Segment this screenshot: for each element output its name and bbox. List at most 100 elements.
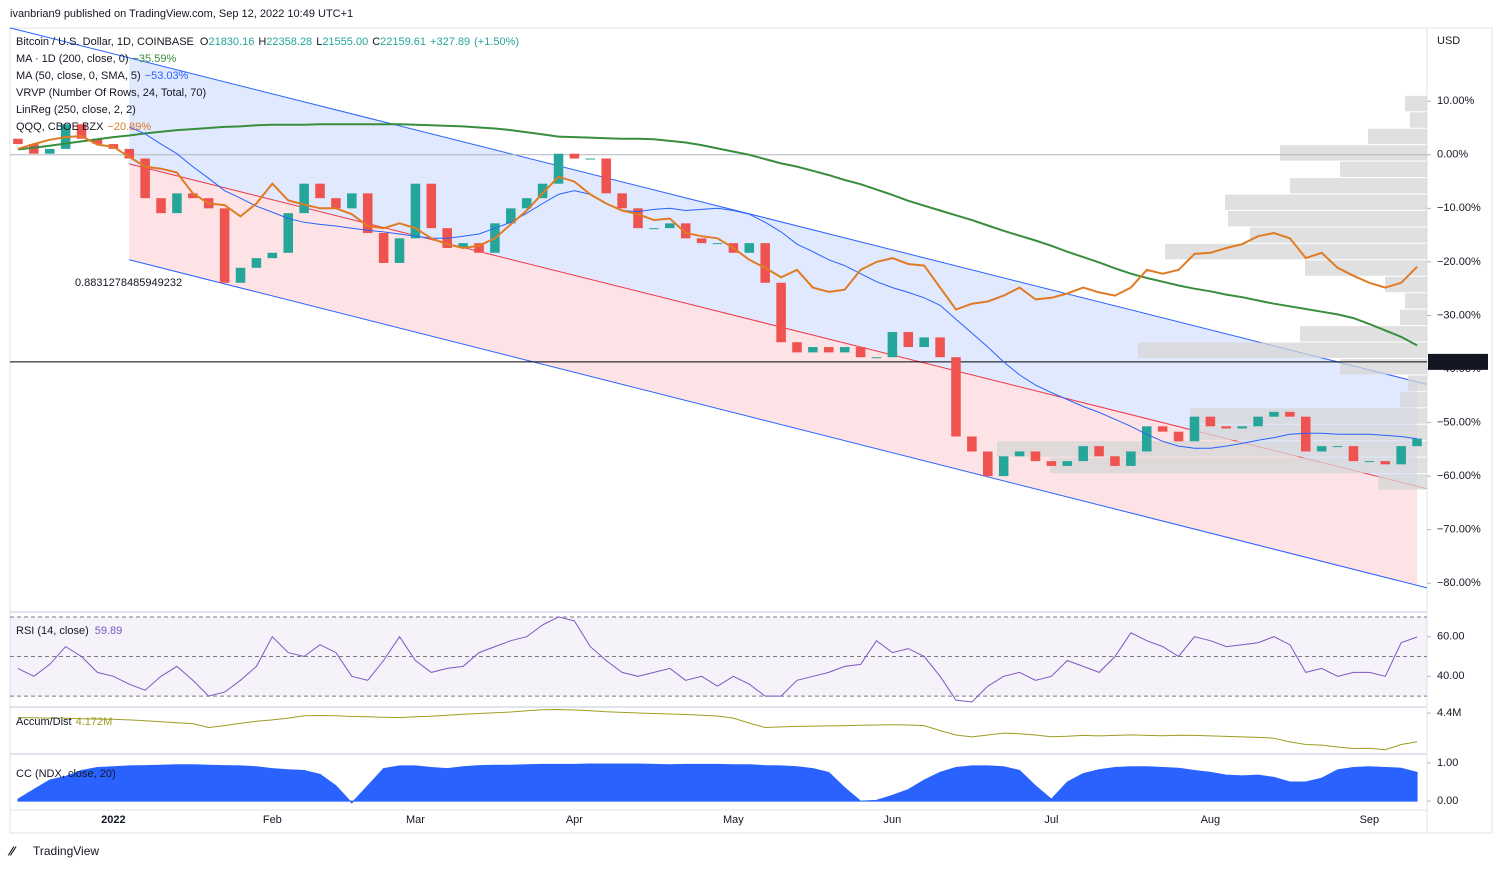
candle — [426, 183, 437, 229]
y-tick-label: 4.4M — [1437, 707, 1461, 719]
legend-text: VRVP (Number Of Rows, 24, Total, 70) — [16, 87, 206, 99]
pearson-r: 0.8831278485949232 — [75, 277, 182, 289]
candle — [537, 183, 548, 199]
candle — [1062, 461, 1073, 466]
y-tick-label: 60.00 — [1437, 631, 1465, 643]
candle — [617, 193, 627, 209]
x-tick-label: May — [723, 814, 744, 826]
candle — [887, 332, 898, 358]
vrvp-row — [1400, 391, 1427, 408]
candle — [394, 238, 405, 263]
legend-text: H — [258, 36, 266, 48]
candle — [569, 153, 580, 159]
vrvp-row — [1225, 194, 1427, 210]
y-tick-label: −70.00% — [1437, 524, 1481, 536]
overlay-line — [17, 134, 1418, 311]
candle — [712, 243, 723, 245]
legend-text: L — [316, 36, 322, 48]
candle — [1364, 461, 1375, 463]
candle — [1014, 451, 1025, 457]
candle — [362, 193, 373, 233]
vrvp-row — [1300, 326, 1427, 342]
legend-text: −20.89% — [107, 121, 151, 133]
candle — [1332, 446, 1343, 448]
candle — [140, 158, 150, 199]
candle — [299, 183, 309, 214]
candle — [776, 282, 786, 343]
candle — [1285, 411, 1295, 417]
hline-label: −38.67% — [1434, 356, 1478, 368]
candle — [649, 228, 659, 230]
candle — [331, 198, 341, 209]
candle — [1046, 461, 1057, 466]
candle — [585, 158, 596, 160]
candle — [1126, 451, 1136, 466]
legend-text: CC (NDX, close, 20) — [16, 768, 116, 780]
overlay-line — [128, 126, 1418, 449]
logo: ∕∕ TradingView — [7, 843, 99, 858]
legend-row: VRVP (Number Of Rows, 24, Total, 70) — [16, 87, 206, 99]
candle — [696, 238, 707, 244]
candle — [1300, 416, 1311, 452]
vrvp-row — [1368, 128, 1427, 145]
y-tick-label: 0.00% — [1437, 149, 1468, 161]
candle — [458, 243, 468, 248]
candle — [1189, 416, 1200, 442]
vrvp-row — [1305, 260, 1427, 276]
legend-text: 22358.28 — [266, 36, 312, 48]
legend-row: CC (NDX, close, 20) — [16, 768, 116, 780]
x-tick-label: Apr — [566, 814, 583, 826]
legend-row: RSI (14, close) 59.89 — [16, 625, 122, 637]
candle — [871, 357, 882, 359]
candle — [839, 347, 850, 353]
candle — [76, 124, 87, 139]
vrvp-row — [1405, 293, 1427, 309]
y-tick-label: 40.00 — [1437, 670, 1465, 682]
vrvp-row — [1228, 210, 1427, 227]
vrvp-row — [1400, 309, 1427, 326]
vrvp-row — [1340, 161, 1427, 178]
candle — [1078, 446, 1088, 462]
candle — [744, 243, 755, 253]
candle — [998, 456, 1009, 477]
legend-text: MA · 1D (200, close, 0) — [16, 53, 129, 65]
legend-text: −53.03% — [145, 70, 189, 82]
candle — [251, 258, 262, 268]
candle — [235, 267, 246, 283]
candle — [601, 158, 611, 194]
candle — [1316, 446, 1327, 452]
candle — [967, 436, 977, 452]
legend-text: 4.172M — [76, 716, 113, 728]
y-tick-label: −60.00% — [1437, 470, 1481, 482]
candle — [92, 138, 103, 145]
logo-mark: ∕∕ — [7, 843, 17, 858]
candle — [792, 342, 802, 353]
legend-row: Accum/Dist 4.172M — [16, 716, 112, 728]
legend-text: Accum/Dist — [16, 716, 72, 728]
legend-text: 22159.61 — [380, 36, 426, 48]
candle — [1142, 426, 1152, 452]
candle — [633, 208, 643, 229]
legend-text: LinReg (250, close, 2, 2) — [16, 104, 136, 116]
candle — [13, 138, 23, 145]
publisher: ivanbrian9 published on TradingView.com,… — [10, 8, 353, 20]
candle — [1348, 446, 1359, 462]
candle — [124, 148, 135, 159]
candle — [855, 347, 866, 358]
vrvp-row — [1385, 276, 1427, 293]
candle — [553, 153, 564, 184]
x-tick-label: 2022 — [101, 814, 125, 826]
candle — [919, 337, 929, 348]
candle — [506, 208, 516, 224]
candle — [347, 193, 357, 209]
candle — [824, 347, 834, 353]
vrvp-row — [1378, 474, 1427, 490]
x-tick-label: Mar — [406, 814, 425, 826]
legend-text: MA (50, close, 0, SMA, 5) — [16, 70, 141, 82]
legend-text: (+1.50%) — [474, 36, 519, 48]
legend-text: 21830.16 — [208, 36, 254, 48]
legend-text: C — [372, 36, 380, 48]
vrvp-row — [1190, 408, 1427, 424]
candle — [935, 337, 945, 358]
